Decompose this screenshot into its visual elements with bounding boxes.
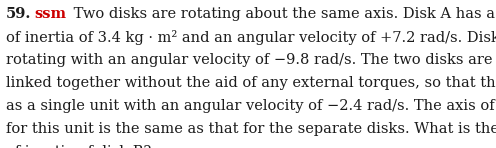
Text: of inertia of disk B?: of inertia of disk B? xyxy=(6,144,151,148)
Text: rotating with an angular velocity of −9.8 rad/s. The two disks are then: rotating with an angular velocity of −9.… xyxy=(6,53,496,67)
Text: for this unit is the same as that for the separate disks. What is the moment: for this unit is the same as that for th… xyxy=(6,122,496,136)
Text: as a single unit with an angular velocity of −2.4 rad/s. The axis of rotation: as a single unit with an angular velocit… xyxy=(6,99,496,113)
Text: linked together without the aid of any external torques, so that they rotate: linked together without the aid of any e… xyxy=(6,76,496,90)
Text: of inertia of 3.4 kg · m² and an angular velocity of +7.2 rad/s. Disk B is: of inertia of 3.4 kg · m² and an angular… xyxy=(6,30,496,45)
Text: Two disks are rotating about the same axis. Disk A has a moment: Two disks are rotating about the same ax… xyxy=(69,7,496,21)
Text: 59.: 59. xyxy=(6,7,31,21)
Text: ssm: ssm xyxy=(34,7,66,21)
